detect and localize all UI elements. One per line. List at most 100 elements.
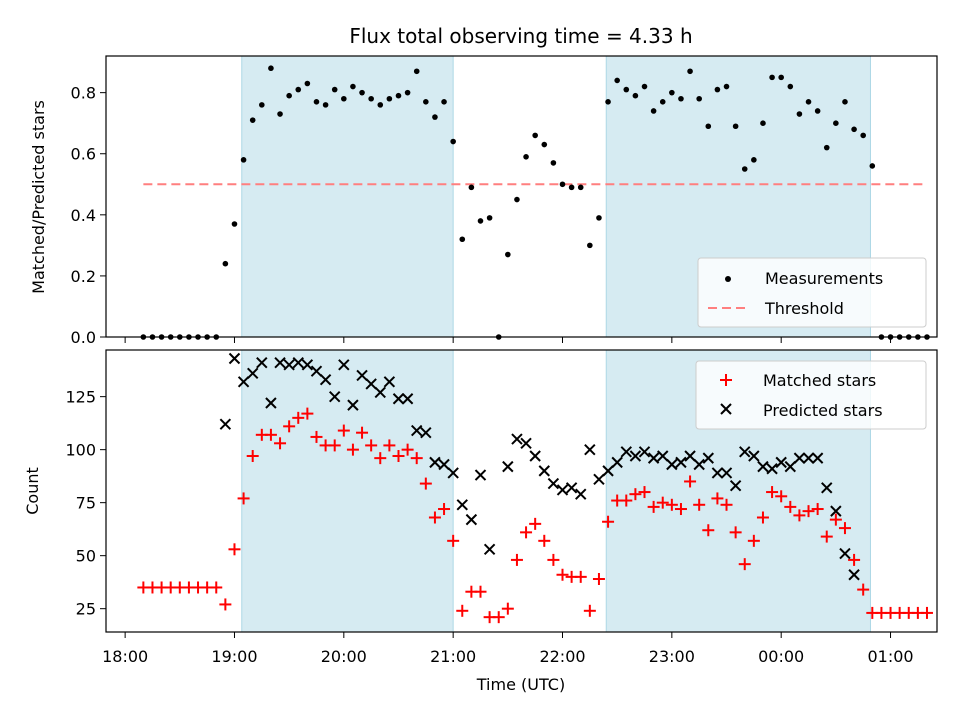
bottom-points (137, 352, 933, 624)
matched-star-point (501, 602, 514, 615)
measurement-point (669, 89, 675, 96)
measurement-point (277, 111, 283, 117)
x-tick-label: 00:00 (758, 647, 804, 666)
matched-star-point (574, 570, 587, 583)
predicted-star-stroke (392, 393, 405, 405)
predicted-star-stroke (565, 482, 578, 494)
matched-star-point (920, 606, 933, 619)
measurement-point (587, 242, 593, 249)
predicted-star-stroke (802, 452, 815, 464)
predicted-star-stroke (720, 467, 733, 479)
predicted-star-stroke (556, 484, 569, 496)
matched-star-point (629, 488, 642, 501)
predicted-star-stroke (729, 479, 742, 492)
measurement-point (259, 102, 265, 108)
measurement-point (823, 144, 830, 151)
shaded-region (241, 350, 454, 632)
measurement-point (851, 126, 857, 133)
predicted-star-stroke (620, 446, 632, 458)
predicted-star-stroke (483, 543, 496, 556)
predicted-star-point (283, 359, 295, 371)
predicted-star-stroke (739, 446, 751, 458)
predicted-star-stroke (420, 426, 432, 439)
predicted-star-point (392, 393, 405, 405)
predicted-star-point (219, 418, 232, 430)
predicted-star-point (757, 460, 769, 473)
matched-star-point (274, 437, 287, 450)
measurement-point (696, 95, 702, 102)
measurement-point (450, 138, 456, 145)
predicted-star-stroke (219, 418, 232, 430)
predicted-star-point (830, 505, 842, 517)
predicted-star-point (502, 460, 514, 473)
measurement-point (249, 117, 256, 123)
predicted-star-point (529, 450, 541, 462)
predicted-star-stroke (246, 367, 259, 380)
measurement-point (577, 184, 584, 191)
matched-star-point (419, 477, 432, 490)
matched-star-point (720, 498, 733, 511)
predicted-star-point (456, 499, 468, 511)
bottom-y-axis-label: Count (23, 467, 42, 515)
y-tick-label: 25 (76, 600, 96, 619)
measurement-point (769, 74, 775, 81)
predicted-star-stroke (228, 352, 241, 365)
matched-star-point (602, 515, 615, 528)
predicted-star-stroke (465, 513, 478, 526)
matched-star-point (246, 450, 259, 463)
predicted-star-point (565, 482, 578, 494)
predicted-star-point (593, 473, 605, 486)
x-tick-label: 20:00 (321, 647, 367, 666)
matched-star-point (237, 492, 250, 505)
predicted-star-stroke (401, 393, 414, 405)
y-tick-label: 75 (76, 494, 96, 513)
predicted-star-stroke (329, 390, 341, 403)
matched-star-point (638, 486, 651, 499)
predicted-star-point (438, 458, 450, 471)
measurement-point (459, 236, 466, 243)
matched-star-point (583, 604, 596, 617)
matched-star-point (665, 498, 678, 511)
predicted-star-stroke (438, 458, 450, 471)
predicted-star-point (584, 443, 596, 456)
matched-star-point (756, 511, 769, 524)
predicted-star-stroke (529, 450, 541, 462)
matched-star-point (620, 494, 633, 507)
measurement-point (322, 102, 329, 108)
matched-star-point (547, 553, 560, 566)
measurement-point (659, 99, 666, 105)
predicted-star-point (711, 467, 724, 479)
predicted-star-point (401, 393, 414, 405)
predicted-star-point (292, 357, 304, 369)
measurement-point (404, 89, 411, 96)
predicted-star-point (365, 378, 377, 390)
predicted-star-point (256, 357, 268, 369)
measurement-point (313, 99, 320, 105)
matched-star-point (292, 411, 305, 424)
predicted-star-stroke (647, 452, 660, 464)
measurement-point (359, 89, 365, 96)
predicted-star-point (411, 424, 423, 437)
predicted-star-point (465, 513, 478, 526)
predicted-star-stroke (383, 376, 396, 388)
measurement-point (778, 74, 784, 81)
measurement-point (805, 99, 812, 105)
bottom-legend-box (695, 360, 927, 430)
top-legend: Measurements Threshold (697, 257, 927, 328)
predicted-star-point (693, 458, 705, 471)
bottom-axes-frame (105, 349, 938, 633)
matched-star-point (775, 490, 788, 503)
predicted-star-point (839, 547, 851, 560)
matched-star-point (838, 522, 851, 535)
predicted-star-stroke (629, 450, 642, 462)
measurement-point (833, 120, 839, 126)
measurement-point (650, 108, 657, 114)
predicted-star-stroke (757, 460, 769, 473)
predicted-star-point (265, 397, 277, 409)
measurement-point (286, 92, 292, 99)
matched-star-point (410, 452, 423, 465)
y-tick-label: 50 (76, 547, 96, 566)
matched-star-point (346, 443, 359, 456)
matched-star-point (529, 517, 542, 530)
